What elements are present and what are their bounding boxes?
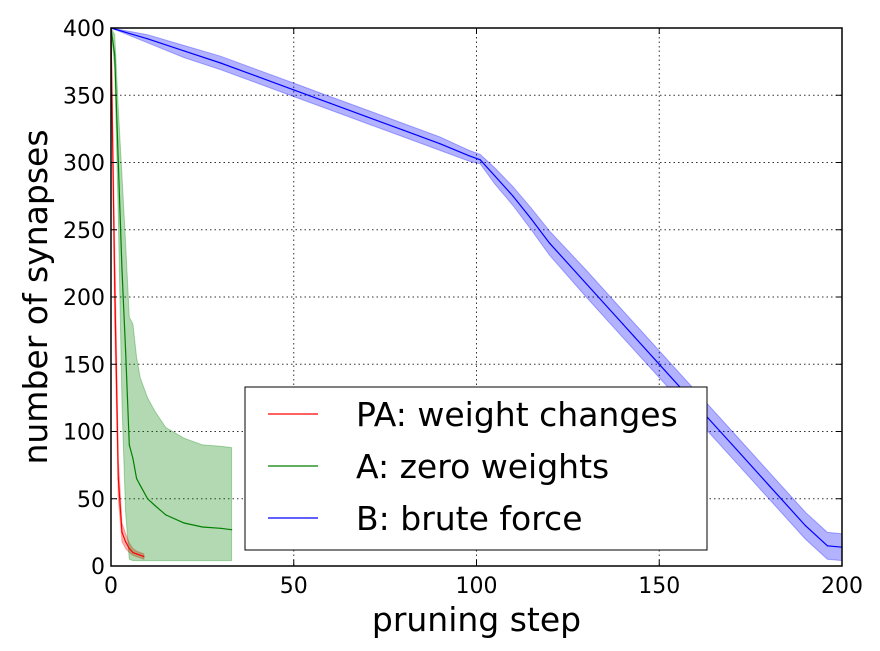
data-point-a [154, 504, 156, 507]
series-line-a [110, 27, 232, 531]
data-point-pa [121, 531, 123, 534]
data-point-b [220, 62, 222, 64]
data-point-a [231, 529, 233, 531]
y-tick-label: 100 [63, 421, 105, 446]
data-point-pa [128, 547, 130, 550]
x-tick-label: 0 [104, 574, 118, 599]
data-point-a [147, 498, 149, 500]
data-point-a [183, 522, 185, 524]
data-point-b [512, 195, 514, 197]
data-point-pa [132, 551, 134, 554]
x-axis-label: pruning step [372, 600, 581, 639]
x-tick-label: 100 [456, 574, 498, 599]
data-point-b [530, 218, 532, 220]
x-tick-label: 50 [280, 574, 308, 599]
data-point-b [658, 363, 660, 365]
data-point-b [804, 525, 807, 527]
data-point-pa [136, 553, 138, 555]
data-point-b [494, 175, 496, 177]
y-tick-label: 250 [63, 219, 105, 244]
data-point-pa [143, 556, 145, 558]
data-point-a [165, 514, 167, 516]
data-point-b [479, 159, 481, 161]
data-point-b [439, 143, 441, 145]
legend-label-b: B: brute force [356, 499, 583, 538]
data-point-b [549, 242, 551, 244]
data-point-b [468, 155, 470, 157]
y-tick-label: 50 [77, 488, 105, 513]
ticks: 0 50 100 150 200 0 50 100 150 200 250 300 350 400 [63, 17, 863, 599]
data-point-b [256, 75, 258, 77]
data-point-a [121, 269, 123, 271]
y-tick-label: 150 [63, 353, 105, 378]
data-point-b [293, 89, 295, 91]
data-point-pa [125, 541, 127, 543]
data-point-a [136, 478, 138, 480]
data-point-b [147, 38, 149, 40]
data-point-b [585, 283, 587, 285]
data-point-b [768, 484, 770, 486]
x-tick-label: 200 [821, 574, 863, 599]
data-point-pa [117, 478, 119, 480]
data-point-a [220, 527, 222, 529]
data-point-a [139, 484, 141, 486]
band-a [110, 27, 233, 562]
y-tick-label: 0 [91, 555, 105, 580]
data-point-b [329, 102, 331, 104]
data-point-a [117, 161, 119, 164]
data-point-a [201, 526, 203, 528]
y-tick-label: 350 [63, 84, 105, 109]
data-point-b [366, 116, 368, 118]
data-point-a [132, 457, 134, 459]
data-point-a [114, 54, 116, 56]
y-axis-label: number of synapses [16, 129, 55, 464]
data-point-b [731, 444, 734, 446]
series-line-pa [110, 27, 145, 558]
data-point-a [125, 350, 127, 352]
legend-box [244, 386, 708, 551]
x-tick-label: 150 [638, 574, 680, 599]
legend-label-a: A: zero weights [356, 447, 609, 486]
data-point-b [183, 50, 185, 52]
data-point-pa [114, 283, 116, 285]
data-point-b [826, 545, 829, 547]
y-tick-label: 400 [63, 17, 105, 42]
y-tick-label: 300 [63, 152, 105, 177]
legend: PA: weight changes A: zero weights B: brut… [244, 386, 708, 551]
legend-label-pa: PA: weight changes [356, 395, 678, 434]
series-lines [110, 27, 843, 558]
data-point-a [128, 444, 130, 446]
data-point-b [402, 129, 404, 131]
y-tick-label: 200 [63, 286, 105, 311]
data-point-b [622, 323, 624, 325]
data-point-pa [139, 554, 141, 556]
